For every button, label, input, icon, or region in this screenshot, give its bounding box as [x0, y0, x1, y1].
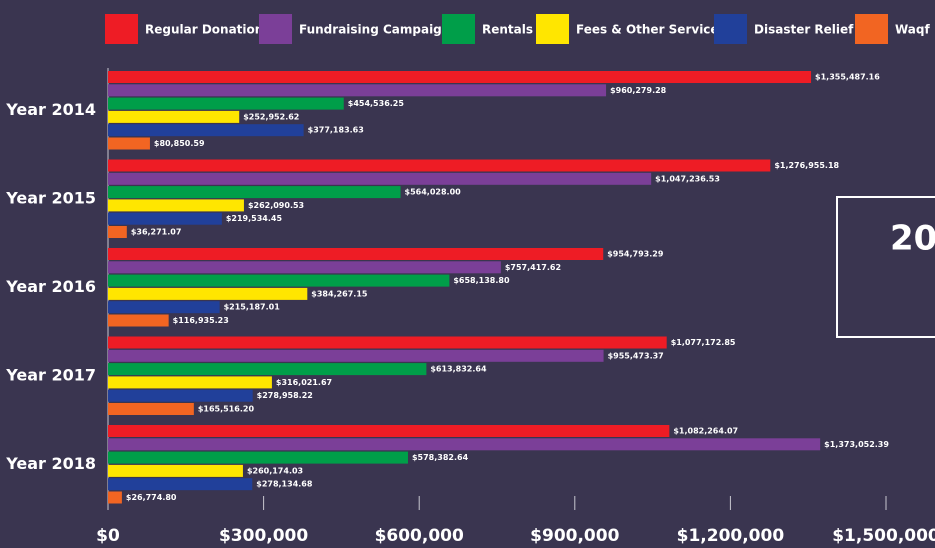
value-label: $278,134.68 [256, 480, 313, 489]
bar [108, 478, 253, 491]
bar [108, 226, 127, 238]
bar [108, 199, 244, 212]
value-label: $454,536.25 [348, 99, 405, 108]
bar [108, 301, 220, 314]
value-label: $954,793.29 [607, 250, 664, 259]
bar [108, 349, 604, 362]
bar [108, 261, 501, 274]
bar [108, 186, 401, 199]
value-label: $219,534.45 [226, 214, 283, 223]
x-tick-label: $900,000 [530, 526, 619, 546]
bar [108, 464, 243, 477]
value-label: $955,473.37 [608, 351, 664, 360]
bar [108, 97, 344, 110]
x-tick-label: $1,200,000 [677, 526, 785, 546]
legend-swatch [442, 14, 475, 44]
legend-label: Rentals [482, 23, 533, 37]
bar [108, 403, 194, 415]
value-label: $278,958.22 [257, 391, 313, 400]
value-label: $384,267.15 [311, 289, 368, 298]
value-label: $1,082,264.07 [673, 427, 738, 436]
bar [108, 172, 652, 185]
bar [108, 451, 408, 464]
value-label: $262,090.53 [248, 201, 304, 210]
value-label: $165,516.20 [198, 405, 255, 414]
legend-swatch [259, 14, 292, 44]
value-label: $26,774.80 [126, 493, 177, 502]
annotation: 20 [890, 219, 935, 259]
value-label: $658,138.80 [453, 276, 510, 285]
legend-label: Disaster Relief [754, 23, 854, 37]
y-tick-label: Year 2018 [5, 454, 96, 473]
value-label: $1,077,172.85 [671, 338, 736, 347]
bar [108, 491, 122, 504]
y-tick-label: Year 2015 [5, 188, 96, 207]
value-label: $36,271.07 [131, 228, 182, 237]
annotation-box [836, 196, 935, 338]
value-label: $215,187.01 [224, 303, 281, 312]
legend-label: Fundraising Campaigns [299, 23, 457, 37]
x-tick-label: $300,000 [219, 526, 308, 546]
bar [108, 110, 240, 123]
bar [108, 314, 169, 327]
value-label: $613,832.64 [430, 365, 487, 374]
legend-swatch [714, 14, 747, 44]
value-label: $116,935.23 [173, 316, 229, 325]
bar [108, 159, 771, 172]
bar [108, 124, 304, 137]
value-label: $377,183.63 [308, 126, 364, 135]
legend-swatch [536, 14, 569, 44]
bar [108, 287, 308, 300]
value-label: $578,382.64 [412, 453, 469, 462]
legend-label: Fees & Other Services [576, 23, 726, 37]
bar [108, 438, 821, 451]
value-label: $316,021.67 [276, 378, 332, 387]
legend-swatch [855, 14, 888, 44]
x-tick-label: $0 [96, 526, 120, 546]
bar [108, 137, 150, 150]
bar [108, 425, 670, 437]
value-label: $1,355,487.16 [815, 73, 880, 82]
x-tick-label: $600,000 [375, 526, 464, 546]
bar [108, 336, 667, 349]
bar [108, 389, 253, 402]
bar [108, 248, 604, 260]
bar [108, 71, 812, 83]
legend-label: Waqf [895, 23, 930, 37]
x-tick-label: $1,500,000 [832, 526, 935, 546]
value-label: $80,850.59 [154, 139, 205, 148]
y-tick-label: Year 2016 [5, 277, 96, 296]
value-label: $260,174.03 [247, 466, 303, 475]
value-label: $252,952.62 [243, 112, 299, 121]
value-label: $1,276,955.18 [774, 161, 839, 170]
bar [108, 84, 607, 97]
legend-swatch [105, 14, 138, 44]
value-label: $1,373,052.39 [824, 440, 889, 449]
value-label: $757,417.62 [505, 263, 561, 272]
y-tick-label: Year 2014 [5, 100, 96, 119]
bar [108, 212, 222, 225]
bar [108, 376, 272, 389]
value-label: $1,047,236.53 [655, 174, 720, 183]
value-label: $564,028.00 [405, 188, 462, 197]
bar [108, 363, 427, 376]
y-tick-label: Year 2017 [5, 365, 96, 384]
bar [108, 274, 450, 287]
value-label: $960,279.28 [610, 86, 667, 95]
legend-label: Regular Donations [145, 23, 270, 37]
